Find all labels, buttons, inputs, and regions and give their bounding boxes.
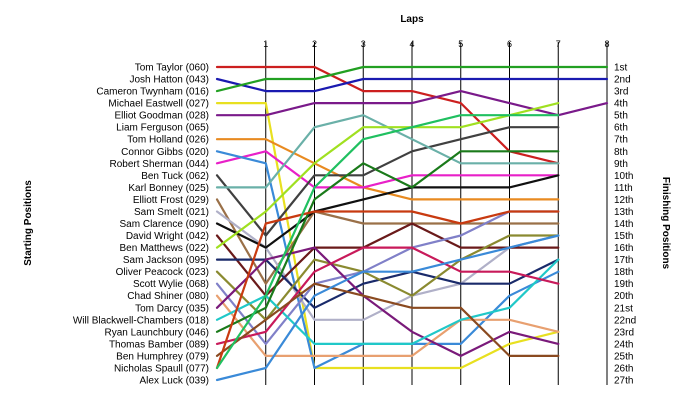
starting-position-label: Sam Jackson (095) [123,255,209,266]
series-line [215,246,560,345]
finishing-position-label: 10th [614,171,633,182]
series-line [215,114,560,370]
lap-tick-label: 1 [263,39,268,49]
starting-position-label: Chad Shiner (080) [127,291,209,302]
series-line [215,210,560,345]
series-line [215,210,560,321]
lap-tick-label: 7 [556,39,561,49]
finishing-position-label: 17th [614,255,633,266]
finishing-position-label: 4th [614,99,628,110]
finishing-position-label: 1st [614,63,628,74]
lap-tick-label: 2 [312,39,317,49]
series-line [215,258,560,345]
finishing-position-label: 26th [614,363,633,374]
lap-tick-label: 6 [507,39,512,49]
finishing-position-label: 22nd [614,315,636,326]
series-line [215,126,560,237]
y-axis-title: Starting Positions [23,180,34,266]
series-line [215,258,560,309]
lap-tick-label: 5 [458,39,463,49]
series-line [215,198,560,285]
starting-position-label: Sam Clarence (090) [120,219,209,230]
starting-position-label: Ryan Launchbury (046) [104,327,209,338]
lap-tick-label: 4 [409,39,414,49]
starting-position-label: Tom Taylor (060) [135,63,209,74]
finishing-position-label: 7th [614,135,628,146]
finishing-position-label: 23rd [614,327,634,338]
starting-position-label: Tom Darcy (035) [135,303,209,314]
finishing-position-label: 12th [614,195,633,206]
starting-position-label: Nicholas Spaull (077) [114,363,209,374]
finishing-position-label: 5th [614,111,628,122]
series-line [215,174,560,249]
series-line [215,77,609,93]
starting-position-label: Sam Smelt (021) [134,207,209,218]
finishing-position-label: 9th [614,159,628,170]
lap-tick-label: 3 [361,39,366,49]
starting-position-label: Liam Ferguson (065) [116,123,209,134]
finishing-position-label: 25th [614,351,633,362]
finishing-position-label: 8th [614,147,628,158]
series-line [215,210,560,370]
series-lines [215,65,609,382]
starting-position-label: Alex Luck (039) [140,376,209,387]
finishing-position-label: 20th [614,291,633,302]
finishing-position-label: 14th [614,219,633,230]
series-line [215,234,560,321]
starting-position-label: Scott Wylie (068) [133,279,209,290]
finishing-position-label: 27th [614,376,633,387]
lap-tick-label: 8 [604,39,609,49]
starting-position-label: Elliot Goodman (028) [115,111,210,122]
series-line [215,89,609,117]
finishing-position-label: 6th [614,123,628,134]
chart-title: Laps [400,14,424,25]
starting-position-label: Ben Tuck (062) [141,171,209,182]
series-line [215,246,560,357]
y2-axis-title: Finishing Positions [660,177,671,270]
series-line [215,65,560,165]
series-line [215,150,560,189]
finishing-position-label: 13th [614,207,633,218]
starting-position-label: Connor Gibbs (020) [121,147,209,158]
starting-position-label: Elliott Frost (029) [133,195,209,206]
starting-position-label: Cameron Twynham (016) [96,87,209,98]
starting-position-label: Karl Bonney (025) [128,183,209,194]
starting-position-label: Robert Sherman (044) [110,159,210,170]
starting-position-label: Ben Matthews (022) [120,243,210,254]
starting-position-label: Will Blackwell-Chambers (018) [73,315,209,326]
finishing-position-label: 21st [614,303,633,314]
finishing-position-label: 3rd [614,87,628,98]
finishing-position-label: 16th [614,243,633,254]
starting-position-label: Michael Eastwell (027) [108,99,209,110]
series-line [215,65,609,93]
starting-position-label: Ben Humphrey (079) [116,351,209,362]
gridlines [265,42,608,385]
finishing-position-label: 19th [614,279,633,290]
finishing-position-label: 24th [614,339,633,350]
finishing-position-label: 2nd [614,75,631,86]
starting-position-label: Thomas Bamber (089) [109,339,209,350]
lap-tick-labels: 1 2 3 4 5 6 7 8 [263,39,609,49]
finishing-position-label: 18th [614,267,633,278]
series-line [215,234,560,382]
series-line [215,101,560,249]
finishing-position-label: 11th [614,183,633,194]
starting-position-labels: Tom Taylor (060)Josh Hatton (043)Cameron… [73,63,209,387]
series-line [215,282,560,357]
starting-position-label: Josh Hatton (043) [130,75,210,86]
finishing-position-label: 15th [614,231,633,242]
finishing-position-labels: 1st2nd3rd4th5th6th7th8th9th10th11th12th1… [614,63,636,387]
starting-position-label: Tom Holland (026) [127,135,209,146]
starting-position-label: David Wright (042) [126,231,209,242]
series-line [215,150,560,333]
starting-position-label: Oliver Peacock (023) [116,267,209,278]
